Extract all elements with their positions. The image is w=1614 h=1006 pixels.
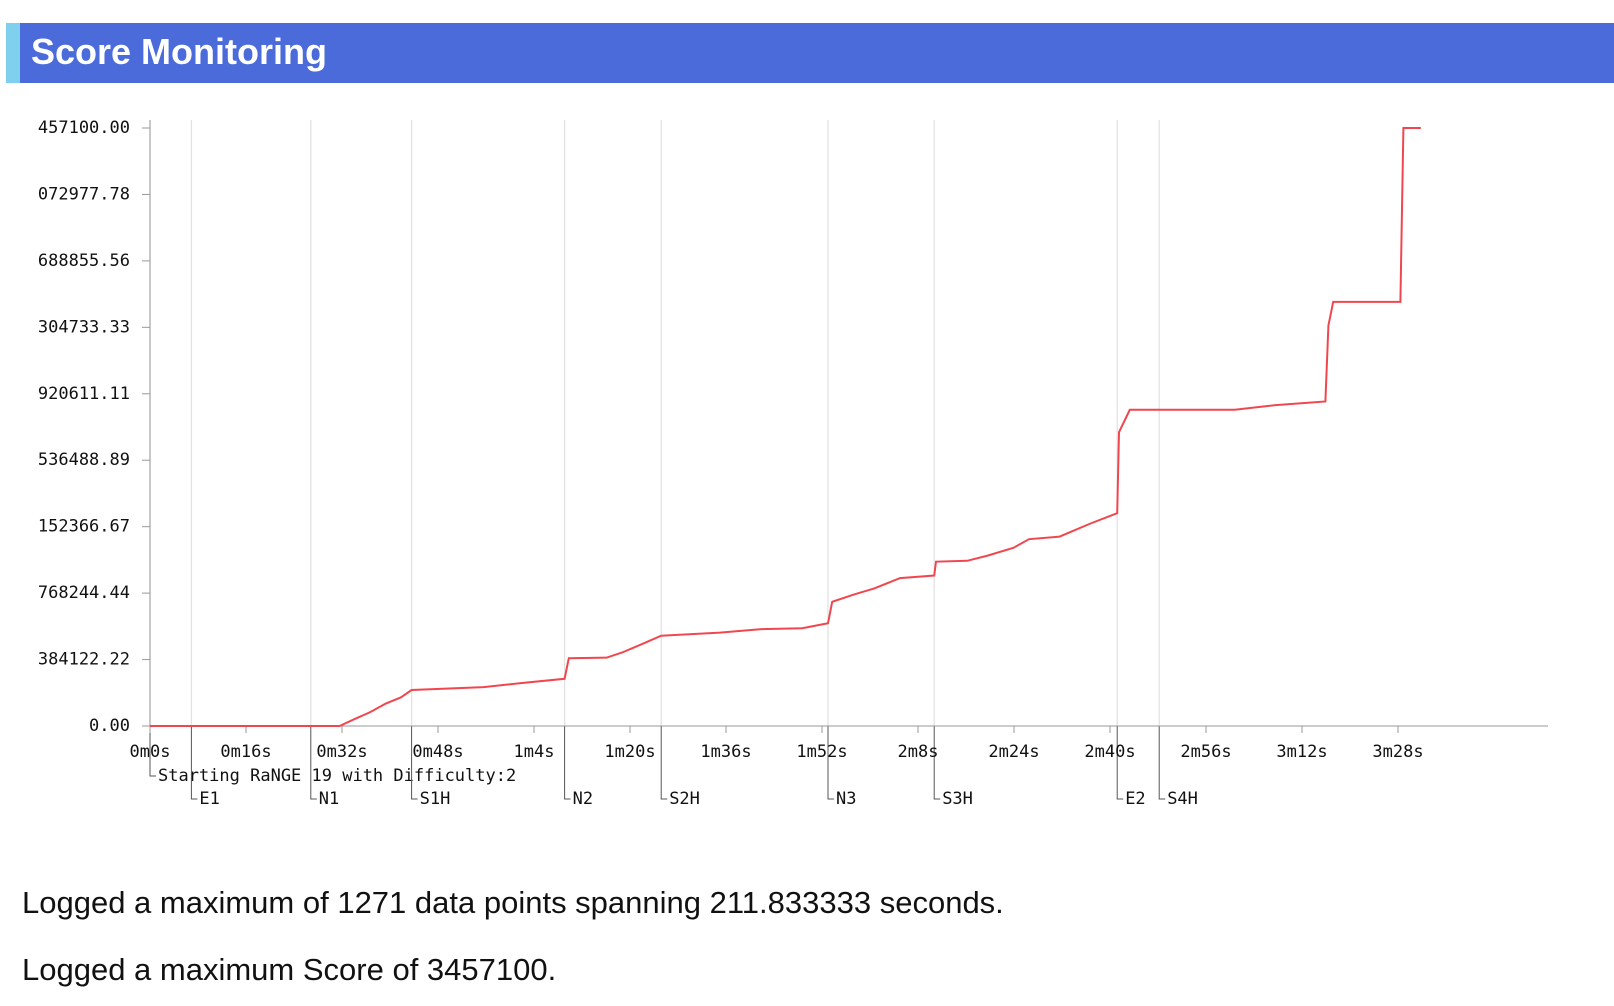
annotation-pointer xyxy=(933,726,941,800)
x-tick-label: 1m52s xyxy=(796,742,847,762)
annotation-label: N2 xyxy=(573,789,593,809)
x-tick-label: 3m12s xyxy=(1276,742,1327,762)
annotation-pointer xyxy=(149,726,156,777)
annotation-label: Starting RaNGE 19 with Difficulty:2 xyxy=(158,766,516,786)
x-tick-label: 0m48s xyxy=(412,742,463,762)
chart: Starting RaNGE 19 with Difficulty:2 E1 N1 S… xyxy=(38,118,1548,809)
y-tick-label: 304733.33 xyxy=(38,317,130,337)
score-line xyxy=(150,127,1421,727)
y-tick-label: 920611.11 xyxy=(38,384,130,404)
x-tick-label: 1m20s xyxy=(604,742,655,762)
x-tick-label: 0m0s xyxy=(130,742,171,762)
annotation-pointer xyxy=(564,726,571,800)
header-accent xyxy=(6,23,20,83)
annotation-label: S4H xyxy=(1167,789,1198,809)
y-tick-label: 0.00 xyxy=(89,716,130,736)
annotation-pointer xyxy=(190,726,198,800)
x-tick-label: 1m36s xyxy=(700,742,751,762)
x-tick-label: 2m8s xyxy=(898,742,939,762)
annotation-label: N3 xyxy=(836,789,856,809)
y-tick-label: 457100.00 xyxy=(38,118,130,138)
footer-text: Logged a maximum Score of 3457100. xyxy=(22,952,557,987)
footer-text: Logged a maximum of 1271 data points spa… xyxy=(22,885,1004,920)
annotation-label: E1 xyxy=(199,789,219,809)
annotation-pointer xyxy=(310,726,317,800)
annotation-pointer xyxy=(1116,726,1124,800)
x-tick-label: 0m32s xyxy=(316,742,367,762)
header-title: Score Monitoring xyxy=(31,31,327,72)
annotation-label: N1 xyxy=(319,789,339,809)
annotation-label: S3H xyxy=(942,789,973,809)
annotation-pointer xyxy=(1158,726,1166,800)
annotation-label: S2H xyxy=(669,789,700,809)
y-tick-label: 384122.22 xyxy=(38,650,130,670)
x-tick-label: 2m56s xyxy=(1180,742,1231,762)
annotation-pointer xyxy=(411,726,418,800)
y-tick-label: 152366.67 xyxy=(38,517,130,537)
y-tick-label: 768244.44 xyxy=(38,583,130,603)
x-tick-label: 2m24s xyxy=(988,742,1039,762)
annotation-label: S1H xyxy=(420,789,451,809)
y-tick-label: 072977.78 xyxy=(38,184,130,204)
annotation-pointer xyxy=(660,726,668,800)
annotation-pointer xyxy=(827,726,834,800)
x-tick-label: 1m4s xyxy=(514,742,555,762)
annotation-label: E2 xyxy=(1125,789,1145,809)
y-tick-label: 536488.89 xyxy=(38,450,130,470)
x-tick-label: 2m40s xyxy=(1084,742,1135,762)
x-tick-label: 0m16s xyxy=(220,742,271,762)
header-bar: Score Monitoring xyxy=(6,23,1614,83)
x-tick-label: 3m28s xyxy=(1372,742,1423,762)
y-tick-label: 688855.56 xyxy=(38,251,130,271)
